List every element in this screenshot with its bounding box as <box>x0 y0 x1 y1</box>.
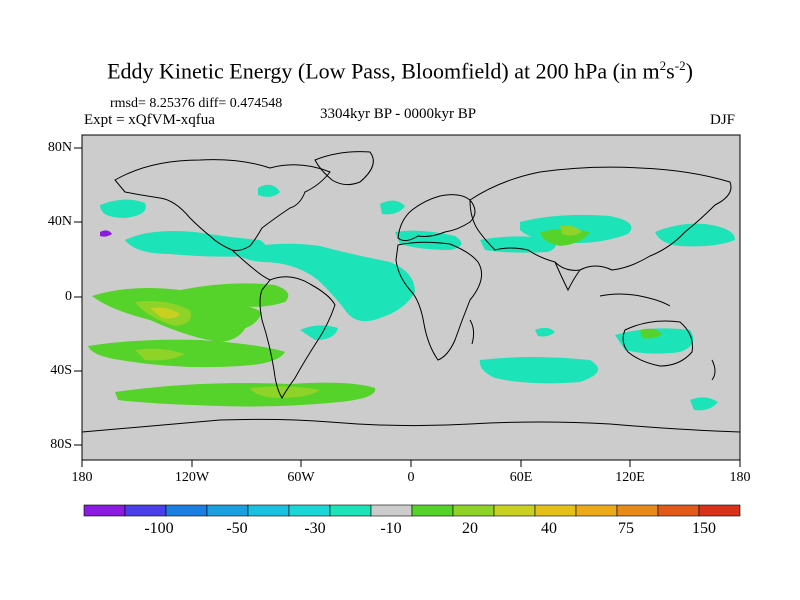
y-label-80s: 80S <box>50 437 72 452</box>
stats-text: rmsd= 8.25376 diff= 0.474548 <box>110 96 283 111</box>
colorbar-label: -10 <box>380 520 402 537</box>
colorbar-label: -30 <box>304 520 326 537</box>
experiment-label: Expt = xQfVM-xqfua <box>84 112 215 128</box>
field-cyan <box>479 357 598 384</box>
colorbar-swatch <box>657 504 700 517</box>
colorbar-swatch <box>124 504 167 517</box>
field-purple <box>100 230 112 237</box>
field-cyan <box>380 200 405 215</box>
colorbar-label: 40 <box>541 520 557 537</box>
field-yellow <box>150 307 180 319</box>
y-label-40s: 40S <box>50 363 72 378</box>
coast-europe <box>397 194 476 242</box>
colorbar-label: 150 <box>692 520 716 537</box>
field-cyan <box>300 325 338 340</box>
colorbar-swatch <box>534 504 577 517</box>
field-green <box>180 283 289 307</box>
x-label-0: 0 <box>407 470 415 485</box>
coast-madagascar <box>469 319 475 345</box>
field-cyan <box>258 184 280 197</box>
coast-india <box>554 261 581 292</box>
field-cyan <box>232 243 415 322</box>
colorbar <box>83 504 741 517</box>
colorbar-swatch <box>616 504 659 517</box>
coast-central-america <box>231 249 271 281</box>
colorbar-swatch <box>165 504 208 517</box>
season-label: DJF <box>710 112 736 128</box>
x-label-60e: 60E <box>509 470 533 485</box>
colorbar-label: 20 <box>462 520 478 537</box>
coast-antarctica <box>81 418 741 433</box>
field-green <box>88 339 285 368</box>
x-label-180w: 180 <box>71 470 93 485</box>
coast-new-zealand <box>711 359 716 381</box>
coast-asia <box>469 166 732 271</box>
field-green <box>640 328 662 339</box>
colorbar-swatch <box>288 504 331 517</box>
colorbar-swatch <box>247 504 290 517</box>
x-label-60w: 60W <box>287 470 315 485</box>
field-cyan <box>395 230 462 250</box>
colorbar-swatch <box>698 504 741 517</box>
field-cyan <box>690 397 718 411</box>
coast-indonesia <box>599 293 671 307</box>
coast-greenland <box>314 151 374 186</box>
x-label-120e: 120E <box>615 470 645 485</box>
field-lime <box>560 225 582 236</box>
period-label: 3304kyr BP - 0000kyr BP <box>320 106 477 122</box>
colorbar-swatch <box>370 504 413 517</box>
field-green <box>210 304 262 330</box>
axis-ticks <box>74 147 741 467</box>
colorbar-swatch <box>329 504 372 517</box>
coast-south-america <box>259 276 336 400</box>
y-label-80n: 80N <box>47 140 72 155</box>
colorbar-label: 75 <box>618 520 634 537</box>
colorbar-swatch <box>452 504 495 517</box>
x-label-180e: 180 <box>729 470 751 485</box>
colorbar-swatch <box>575 504 618 517</box>
coastlines <box>81 151 741 433</box>
field-cyan <box>535 327 555 337</box>
field-cyan <box>615 328 694 354</box>
field-lime <box>135 348 185 361</box>
colorbar-swatch <box>493 504 536 517</box>
coast-australia <box>622 320 693 367</box>
colorbar-swatch <box>83 504 126 517</box>
colorbar-label: -100 <box>144 520 174 537</box>
colorbar-swatch <box>411 504 454 517</box>
colorbar-label: -50 <box>226 520 248 537</box>
coast-north-america <box>114 159 331 251</box>
coast-africa <box>395 241 483 361</box>
field-cyan <box>125 231 267 257</box>
y-label-0: 0 <box>65 289 72 304</box>
colorbar-swatch <box>206 504 249 517</box>
field-cyan <box>100 199 146 218</box>
plot-title: Eddy Kinetic Energy (Low Pass, Bloomfiel… <box>107 58 693 84</box>
x-label-120w: 120W <box>174 470 210 485</box>
y-label-40n: 40N <box>47 214 72 229</box>
